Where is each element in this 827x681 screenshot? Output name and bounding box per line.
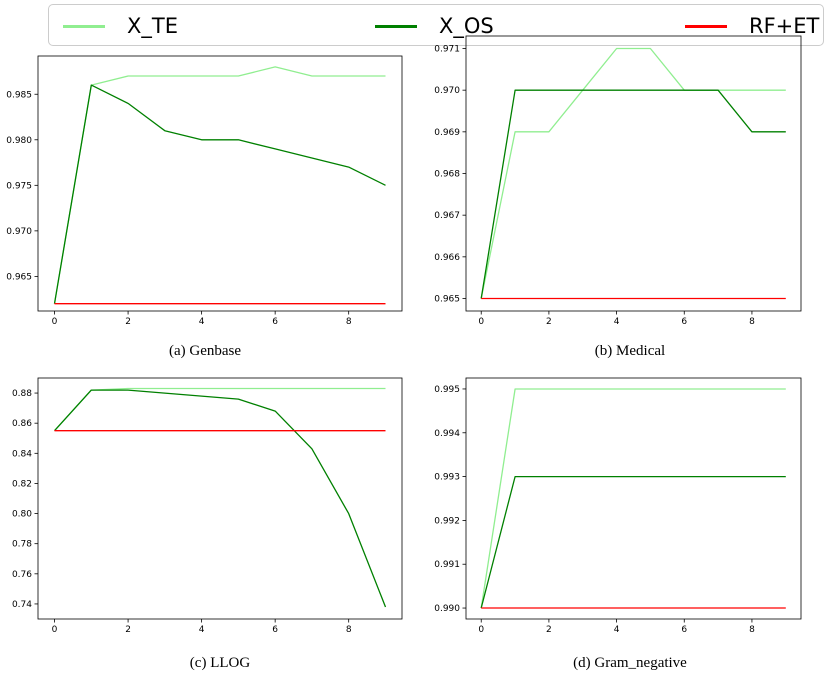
y-tick-label: 0.967 <box>434 211 460 221</box>
subplot-4: 0 2 4 6 8 0.990 0.991 0.992 0.993 0.994 0.995 (d) G… <box>434 377 802 671</box>
y-tick-label: 0.965 <box>434 295 460 305</box>
x-tick-label: 0 <box>52 625 58 635</box>
legend-swatch-rf-et <box>685 24 727 28</box>
y-tick-label: 0.980 <box>6 136 32 146</box>
y-tick-label: 0.971 <box>434 45 460 55</box>
chart-legend: X_TE X_OS RF+ET <box>48 4 824 46</box>
subplot-caption: (a) Genbase <box>169 343 241 359</box>
x-tick-label: 2 <box>546 625 552 635</box>
x-tick-label: 4 <box>199 317 205 327</box>
y-tick-label: 0.969 <box>434 128 460 138</box>
y-tick-label: 0.966 <box>434 253 460 263</box>
subplot-caption: (d) Gram_negative <box>573 655 687 671</box>
x-tick-label: 6 <box>272 317 278 327</box>
y-tick-label: 0.994 <box>434 429 460 439</box>
y-tick-label: 0.993 <box>434 473 460 483</box>
y-tick-label: 0.968 <box>434 170 460 180</box>
series-line-x-os <box>53 84 386 304</box>
series-line-x-te <box>480 47 786 299</box>
y-tick-label: 0.84 <box>12 449 32 459</box>
x-tick-label: 4 <box>614 625 620 635</box>
series-line-x-te <box>53 66 386 304</box>
x-tick-label: 0 <box>478 625 484 635</box>
x-tick-label: 2 <box>125 625 131 635</box>
legend-label-rf-et: RF+ET <box>749 14 820 38</box>
x-tick-label: 2 <box>546 317 552 327</box>
y-tick-label: 0.88 <box>12 389 32 399</box>
x-tick-label: 8 <box>346 317 352 327</box>
y-tick-label: 0.78 <box>12 540 32 550</box>
plot-frame <box>37 55 403 312</box>
y-tick-label: 0.80 <box>12 510 32 520</box>
plot-frame <box>465 35 802 312</box>
x-tick-label: 6 <box>681 317 687 327</box>
x-tick-label: 2 <box>125 317 131 327</box>
y-tick-label: 0.992 <box>434 516 460 526</box>
y-tick-label: 0.991 <box>434 560 460 570</box>
y-tick-label: 0.975 <box>6 181 32 191</box>
x-tick-label: 4 <box>199 625 205 635</box>
y-tick-label: 0.985 <box>6 90 32 100</box>
plot-frame <box>37 377 403 620</box>
x-tick-label: 0 <box>52 317 58 327</box>
subplot-1: 0 2 4 6 8 0.965 0.970 0.975 0.980 0.985 (a) Genbas… <box>6 55 403 359</box>
x-tick-label: 8 <box>346 625 352 635</box>
x-tick-label: 6 <box>681 625 687 635</box>
y-tick-label: 0.74 <box>12 600 32 610</box>
y-tick-label: 0.76 <box>12 570 32 580</box>
subplot-3: 0 2 4 6 8 0.74 0.76 0.78 0.80 0.82 0.84 0.86 0.88 (c)… <box>12 377 403 671</box>
y-tick-label: 0.86 <box>12 419 32 429</box>
legend-label-x-te: X_TE <box>127 14 178 38</box>
x-tick-label: 0 <box>478 317 484 327</box>
y-tick-label: 0.995 <box>434 385 460 395</box>
series-line-x-os <box>480 89 786 299</box>
plot-frame <box>465 377 802 620</box>
x-tick-label: 6 <box>272 625 278 635</box>
legend-label-x-os: X_OS <box>439 14 494 38</box>
subplot-caption: (b) Medical <box>595 343 665 359</box>
y-tick-label: 0.970 <box>6 227 32 237</box>
series-line-x-te <box>54 387 386 432</box>
x-tick-label: 8 <box>749 625 755 635</box>
legend-item-x-os: X_OS <box>375 5 494 47</box>
legend-swatch-x-os <box>375 24 417 28</box>
x-tick-label: 4 <box>614 317 620 327</box>
series-line-x-os <box>480 475 786 609</box>
subplot-2: 0 2 4 6 8 0.965 0.966 0.967 0.968 0.969 0.970 0.971… <box>434 35 802 359</box>
y-tick-label: 0.970 <box>434 86 460 96</box>
legend-item-x-te: X_TE <box>63 5 178 47</box>
subplot-caption: (c) LLOG <box>190 655 251 671</box>
series-line-x-te <box>480 388 786 609</box>
legend-item-rf-et: RF+ET <box>685 5 819 47</box>
y-tick-label: 0.82 <box>12 479 32 489</box>
y-tick-label: 0.965 <box>6 272 32 282</box>
series-line-x-os <box>54 389 387 608</box>
x-tick-label: 8 <box>749 317 755 327</box>
legend-swatch-x-te <box>63 24 105 28</box>
y-tick-label: 0.990 <box>434 604 460 614</box>
